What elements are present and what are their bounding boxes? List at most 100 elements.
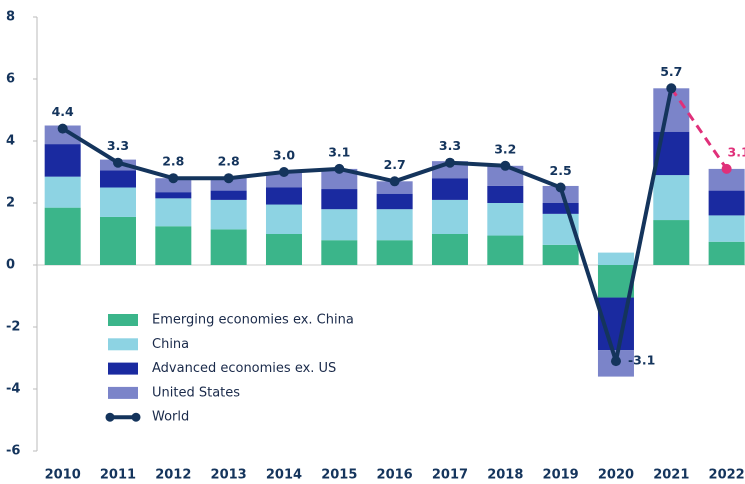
- x-tick-label: 2013: [211, 468, 247, 483]
- bar-segment: [542, 203, 579, 214]
- bar-segment: [99, 187, 136, 217]
- bar-segment: [155, 178, 192, 193]
- bar-segment: [431, 199, 468, 234]
- bar-segment: [265, 204, 302, 234]
- bar-segment: [321, 240, 358, 265]
- bar-segment: [653, 220, 690, 265]
- data-label: 3.3: [439, 138, 461, 153]
- bar-segment: [487, 235, 524, 265]
- bar-segment: [210, 190, 247, 200]
- data-label: -3.1: [628, 353, 655, 368]
- legend-swatch: [108, 386, 138, 399]
- legend-label: Emerging economies ex. China: [152, 313, 354, 328]
- bar-segment: [321, 168, 358, 190]
- line-point: [168, 173, 179, 184]
- bar-segment: [431, 178, 468, 200]
- bar-segment: [44, 207, 81, 265]
- bar-segment: [155, 198, 192, 227]
- bar-segment: [542, 185, 579, 203]
- legend-marker: [131, 412, 141, 422]
- data-label: 5.7: [660, 64, 682, 79]
- y-tick-label: 0: [6, 258, 15, 273]
- data-label: 2.7: [384, 157, 406, 172]
- line-point: [666, 83, 677, 94]
- bar-segment: [431, 234, 468, 265]
- data-label: 3.1: [728, 144, 745, 159]
- line-point: [610, 356, 621, 367]
- bar-segment: [99, 216, 136, 265]
- x-tick-label: 2019: [543, 468, 579, 483]
- legend-label: Advanced economies ex. US: [152, 361, 336, 376]
- bar-segment: [210, 199, 247, 230]
- bar-segment: [321, 189, 358, 210]
- y-tick-label: 6: [6, 72, 15, 87]
- bar-segment: [44, 176, 81, 208]
- data-label: 2.5: [550, 163, 572, 178]
- line-point: [555, 182, 566, 193]
- x-tick-label: 2014: [266, 468, 302, 483]
- line-point: [500, 160, 511, 171]
- bar-segment: [708, 241, 745, 265]
- data-label: 4.4: [52, 104, 74, 119]
- y-tick-label: 8: [6, 10, 15, 25]
- legend-swatch: [108, 314, 138, 326]
- bar-segment: [653, 175, 690, 221]
- y-tick-label: 4: [6, 134, 15, 149]
- line-point: [334, 163, 345, 174]
- bar-segment: [376, 240, 413, 265]
- y-tick-label: 2: [6, 196, 15, 211]
- bar-segment: [265, 187, 302, 205]
- bar-segment: [708, 215, 745, 242]
- data-label: 3.1: [328, 144, 350, 159]
- bar-segment: [376, 193, 413, 210]
- bar-segment: [210, 229, 247, 265]
- line-point: [444, 157, 455, 168]
- bar-segment: [155, 192, 192, 199]
- x-tick-label: 2015: [321, 468, 357, 483]
- bar-segment: [376, 181, 413, 194]
- line-point: [57, 123, 68, 134]
- line-point: [389, 176, 400, 187]
- legend-swatch: [108, 338, 138, 351]
- data-label: 2.8: [162, 154, 184, 169]
- x-tick-label: 2022: [709, 468, 745, 483]
- y-tick-label: -2: [6, 320, 20, 335]
- x-tick-label: 2021: [653, 468, 689, 483]
- bar-segment: [321, 209, 358, 241]
- legend-label: United States: [152, 385, 240, 400]
- bar-segment: [99, 170, 136, 188]
- legend-label: China: [152, 337, 189, 352]
- x-tick-label: 2012: [155, 468, 191, 483]
- line-point: [112, 157, 123, 168]
- bar-segment: [487, 203, 524, 236]
- y-tick-label: -6: [6, 444, 20, 459]
- bar-segment: [376, 209, 413, 241]
- x-tick-label: 2011: [100, 468, 136, 483]
- bar-segment: [542, 244, 579, 265]
- bar-segment: [155, 226, 192, 265]
- data-label: 3.0: [273, 148, 295, 163]
- data-label: 2.8: [218, 154, 240, 169]
- x-tick-label: 2017: [432, 468, 468, 483]
- legend-marker: [105, 412, 115, 422]
- x-tick-label: 2010: [45, 468, 81, 483]
- legend-label: World: [152, 410, 189, 425]
- line: [61, 87, 674, 364]
- x-tick-label: 2018: [487, 468, 523, 483]
- forecast-line: [670, 87, 728, 170]
- x-tick-label: 2016: [377, 468, 413, 483]
- data-label: 3.3: [107, 138, 129, 153]
- bar-segment: [44, 125, 81, 145]
- y-tick-label: -4: [6, 382, 20, 397]
- bar-segment: [44, 144, 81, 177]
- bar-segment: [265, 234, 302, 265]
- line-point: [223, 173, 234, 184]
- bar-segment: [708, 190, 745, 216]
- x-tick-label: 2020: [598, 468, 634, 483]
- legend-swatch: [108, 362, 138, 375]
- line-point: [721, 163, 732, 174]
- data-label: 3.2: [494, 141, 516, 156]
- bar-segment: [708, 168, 745, 191]
- bar-segment: [597, 252, 634, 265]
